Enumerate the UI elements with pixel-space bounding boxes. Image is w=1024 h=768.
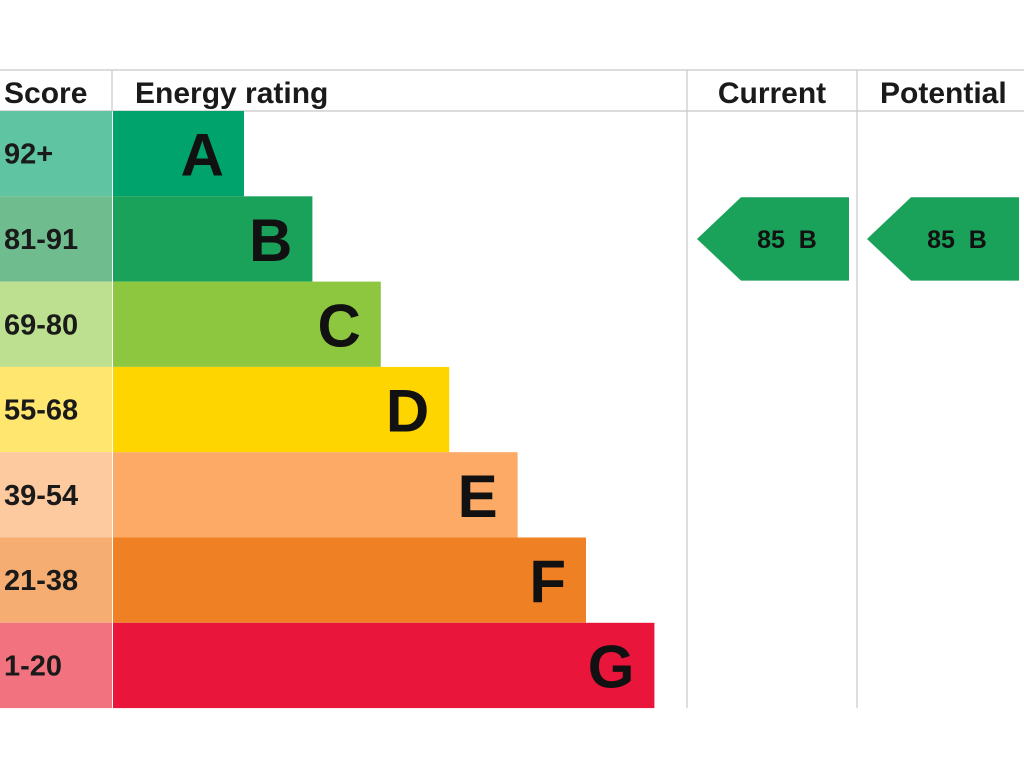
rating-letter: F (529, 548, 566, 615)
arrow-shape (867, 197, 1019, 281)
score-cell (0, 366, 112, 453)
band-g: 1-20 G (0, 622, 655, 709)
header-energy-rating: Energy rating (135, 77, 328, 110)
band-a: 92+ A (0, 111, 244, 197)
score-range-label: 21-38 (4, 565, 78, 597)
score-range-label: 55-68 (4, 395, 78, 427)
rating-bar (113, 537, 586, 623)
arrow-shape (697, 197, 849, 281)
rating-bar (113, 196, 313, 282)
header-current: Current (718, 77, 826, 110)
band-b: 81-91 B (0, 196, 313, 282)
score-cell (0, 452, 112, 538)
header-potential: Potential (880, 77, 1007, 110)
score-range-label: 81-91 (4, 224, 78, 256)
rating-bar (113, 111, 244, 197)
table-header: Score Energy rating Current Potential (4, 77, 1007, 110)
rating-letter: B (249, 207, 292, 274)
score-cell (0, 281, 112, 367)
rating-bar (113, 281, 381, 367)
rating-letter: E (458, 463, 498, 530)
rating-bar (113, 622, 655, 709)
score-range-label: 39-54 (4, 480, 78, 512)
current-rating-arrow: 85 B (697, 197, 849, 281)
rating-letter: D (386, 378, 429, 445)
band-f: 21-38 F (0, 537, 586, 623)
rating-bar (113, 366, 450, 453)
score-range-label: 92+ (4, 139, 53, 171)
arrow-label: 85 B (927, 226, 987, 254)
arrow-label: 85 B (757, 226, 817, 254)
rating-letter: G (588, 633, 635, 700)
score-cell (0, 622, 112, 709)
score-cell (0, 537, 112, 623)
score-cell (0, 111, 112, 197)
band-e: 39-54 E (0, 452, 518, 538)
rating-letter: C (317, 292, 360, 359)
rating-letter: A (181, 122, 224, 189)
rating-bar (113, 452, 518, 538)
band-c: 69-80 C (0, 281, 381, 367)
header-score: Score (4, 77, 87, 110)
band-d: 55-68 D (0, 366, 450, 453)
score-cell (0, 196, 112, 282)
score-range-label: 69-80 (4, 309, 78, 341)
score-range-label: 1-20 (4, 650, 62, 682)
rating-bands: 92+ A 81-91 B 69-80 C 55-68 D 39-54 E 21-38 F 1-20 G (0, 111, 655, 709)
rating-arrows: 85 B 85 B (697, 197, 1019, 281)
potential-rating-arrow: 85 B (867, 197, 1019, 281)
